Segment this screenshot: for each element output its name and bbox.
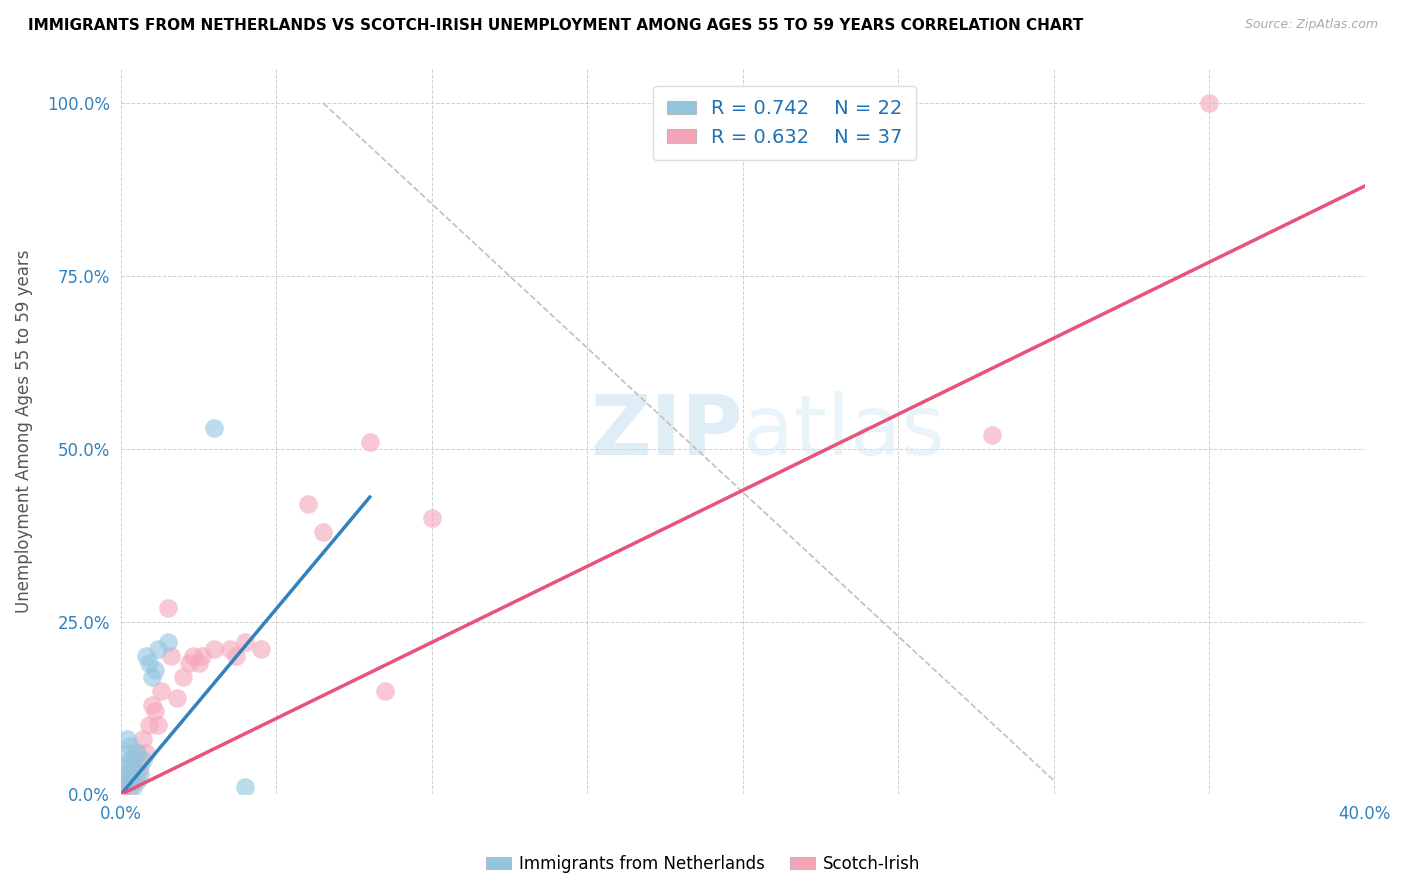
Legend: Immigrants from Netherlands, Scotch-Irish: Immigrants from Netherlands, Scotch-Iris… [479, 848, 927, 880]
Point [135, 649, 157, 664]
Point [179, 656, 201, 670]
Point [250, 642, 273, 657]
Point [980, 428, 1002, 442]
Point [115, 766, 138, 780]
Point [112, 780, 135, 795]
Point [156, 635, 179, 649]
Point [218, 642, 240, 657]
Point [125, 766, 148, 780]
Point [148, 642, 170, 657]
Point [1198, 96, 1220, 111]
Point [115, 766, 138, 780]
Point [143, 663, 166, 677]
Point [125, 773, 148, 788]
Point [374, 683, 396, 698]
Text: atlas: atlas [742, 391, 945, 472]
Point [172, 670, 194, 684]
Point [166, 690, 188, 705]
Point [112, 773, 135, 788]
Point [148, 718, 170, 732]
Point [150, 683, 173, 698]
Text: Source: ZipAtlas.com: Source: ZipAtlas.com [1244, 18, 1378, 31]
Point [143, 705, 166, 719]
Point [122, 780, 145, 795]
Legend: R = 0.742    N = 22, R = 0.632    N = 37: R = 0.742 N = 22, R = 0.632 N = 37 [654, 86, 917, 161]
Point [235, 780, 257, 795]
Point [141, 670, 163, 684]
Point [115, 732, 138, 747]
Point [138, 718, 160, 732]
Point [128, 760, 150, 774]
Point [115, 746, 138, 760]
Point [120, 760, 142, 774]
Point [125, 746, 148, 760]
Point [112, 760, 135, 774]
Point [359, 434, 381, 449]
Point [191, 649, 214, 664]
Text: IMMIGRANTS FROM NETHERLANDS VS SCOTCH-IRISH UNEMPLOYMENT AMONG AGES 55 TO 59 YEA: IMMIGRANTS FROM NETHERLANDS VS SCOTCH-IR… [28, 18, 1084, 33]
Point [125, 746, 148, 760]
Point [120, 773, 142, 788]
Point [312, 524, 335, 539]
Point [156, 600, 179, 615]
Point [120, 739, 142, 753]
Point [235, 635, 257, 649]
Point [120, 780, 142, 795]
Point [128, 766, 150, 780]
Point [122, 773, 145, 788]
Point [122, 753, 145, 767]
Point [181, 649, 204, 664]
Point [132, 753, 155, 767]
Y-axis label: Unemployment Among Ages 55 to 59 years: Unemployment Among Ages 55 to 59 years [15, 250, 32, 613]
Point [297, 497, 319, 511]
Text: ZIP: ZIP [591, 391, 742, 472]
Point [138, 656, 160, 670]
Point [120, 753, 142, 767]
Point [202, 642, 225, 657]
Point [187, 656, 209, 670]
Point [135, 746, 157, 760]
Point [202, 421, 225, 435]
Point [420, 511, 443, 525]
Point [115, 773, 138, 788]
Point [141, 698, 163, 712]
Point [122, 760, 145, 774]
Point [159, 649, 181, 664]
Point [132, 732, 155, 747]
Point [225, 649, 247, 664]
